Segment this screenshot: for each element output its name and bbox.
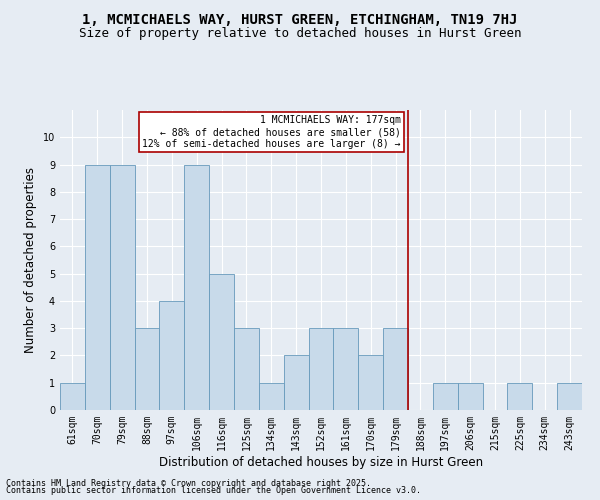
Y-axis label: Number of detached properties: Number of detached properties — [25, 167, 37, 353]
Bar — [209, 274, 234, 410]
Bar — [433, 382, 458, 410]
Bar — [134, 328, 160, 410]
Bar — [284, 356, 308, 410]
Bar — [383, 328, 408, 410]
Bar — [308, 328, 334, 410]
Bar — [60, 382, 85, 410]
Bar — [184, 164, 209, 410]
Bar — [160, 301, 184, 410]
Bar — [110, 164, 134, 410]
Text: Contains public sector information licensed under the Open Government Licence v3: Contains public sector information licen… — [6, 486, 421, 495]
Bar — [557, 382, 582, 410]
Text: Contains HM Land Registry data © Crown copyright and database right 2025.: Contains HM Land Registry data © Crown c… — [6, 478, 371, 488]
Bar — [334, 328, 358, 410]
Text: 1 MCMICHAELS WAY: 177sqm
← 88% of detached houses are smaller (58)
12% of semi-d: 1 MCMICHAELS WAY: 177sqm ← 88% of detach… — [142, 116, 401, 148]
Bar — [85, 164, 110, 410]
X-axis label: Distribution of detached houses by size in Hurst Green: Distribution of detached houses by size … — [159, 456, 483, 468]
Bar — [508, 382, 532, 410]
Text: Size of property relative to detached houses in Hurst Green: Size of property relative to detached ho… — [79, 28, 521, 40]
Bar — [234, 328, 259, 410]
Bar — [458, 382, 482, 410]
Bar — [358, 356, 383, 410]
Bar — [259, 382, 284, 410]
Text: 1, MCMICHAELS WAY, HURST GREEN, ETCHINGHAM, TN19 7HJ: 1, MCMICHAELS WAY, HURST GREEN, ETCHINGH… — [82, 12, 518, 26]
